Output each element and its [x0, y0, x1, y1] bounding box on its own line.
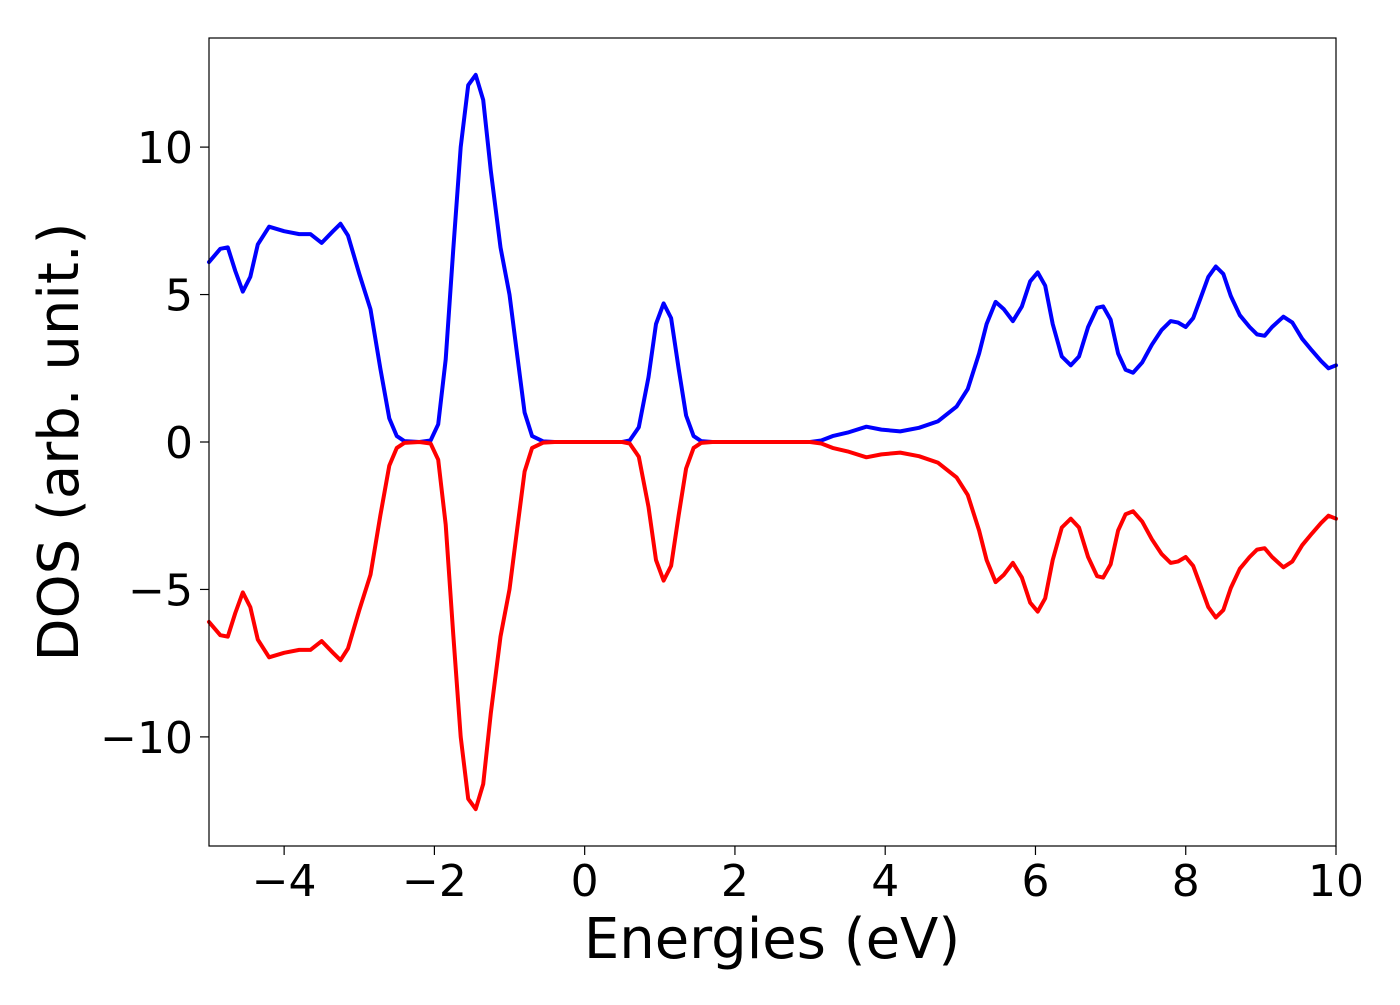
- x-tick-label: 8: [1172, 856, 1200, 907]
- y-tick-label: −10: [100, 713, 193, 764]
- y-axis-ticks: −10 −5 0 5 10: [100, 123, 209, 764]
- y-tick-label: 0: [165, 418, 193, 469]
- x-tick-label: 10: [1308, 856, 1364, 907]
- x-tick-label: 6: [1021, 856, 1049, 907]
- x-tick-label: 4: [871, 856, 899, 907]
- series-layer: [207, 72, 1338, 812]
- y-tick-label: 10: [137, 123, 193, 174]
- series-line-1: [207, 72, 1338, 444]
- y-tick-label: 5: [165, 271, 193, 322]
- y-tick-label: −5: [128, 565, 193, 616]
- x-tick-label: −4: [252, 856, 317, 907]
- y-axis-label: DOS (arb. unit.): [27, 222, 92, 661]
- x-tick-label: 0: [571, 856, 599, 907]
- series-line-2: [207, 440, 1338, 812]
- x-axis-label: Energies (eV): [584, 907, 960, 972]
- x-tick-label: 2: [721, 856, 749, 907]
- x-tick-label: −2: [402, 856, 467, 907]
- x-axis-ticks: −4 −2 0 2 4 6 8 10: [252, 846, 1364, 907]
